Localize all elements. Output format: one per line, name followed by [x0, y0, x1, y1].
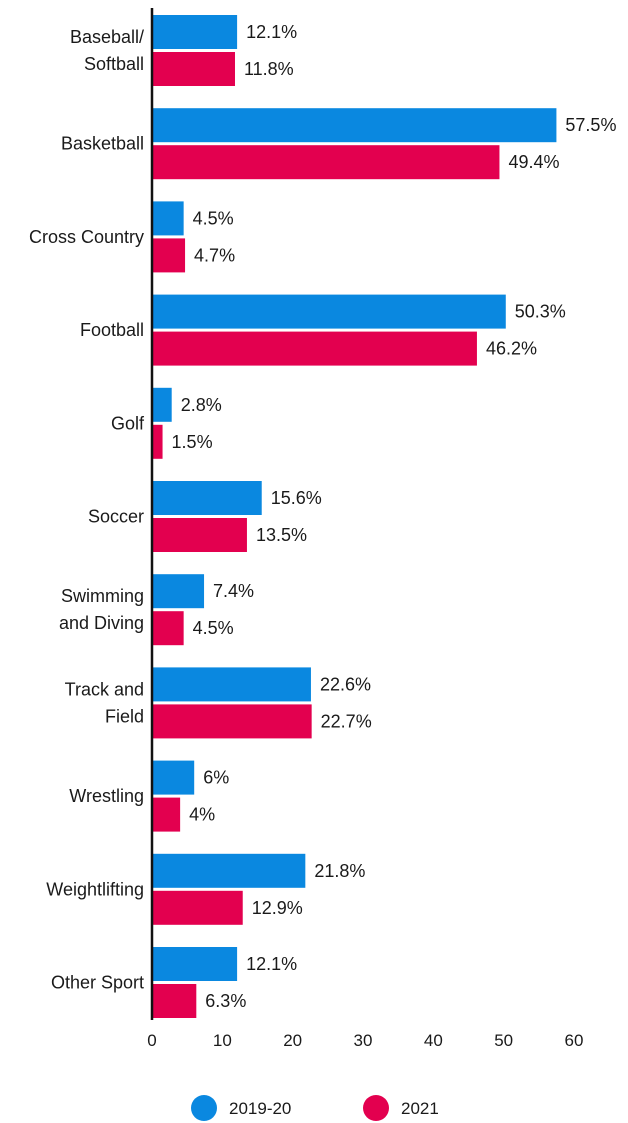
- category-label: Weightlifting: [46, 879, 144, 899]
- x-tick-label: 0: [147, 1031, 156, 1050]
- value-label: 4%: [189, 805, 215, 825]
- legend-swatch: [363, 1095, 389, 1121]
- value-label: 13.5%: [256, 525, 307, 545]
- category-label: Basketball: [61, 134, 144, 154]
- legend: 2019-20 2021: [191, 1095, 439, 1121]
- value-label: 6%: [203, 768, 229, 788]
- category-label: Field: [105, 706, 144, 726]
- value-label: 57.5%: [565, 115, 616, 135]
- bars-group: [152, 15, 557, 1018]
- bar-series2-3: [152, 331, 477, 366]
- x-tick-label: 30: [354, 1031, 373, 1050]
- value-label: 22.6%: [320, 674, 371, 694]
- bar-series1-9: [152, 853, 306, 888]
- bar-series2-7: [152, 704, 312, 739]
- x-tick-label: 60: [565, 1031, 584, 1050]
- bar-series2-5: [152, 518, 247, 552]
- value-label: 11.8%: [244, 59, 294, 79]
- bar-series2-1: [152, 145, 500, 180]
- x-axis-ticks-group: 0 10 20 30 40 50 60: [147, 1031, 583, 1050]
- bar-series1-10: [152, 947, 238, 981]
- value-labels-group: 12.1% 11.8% 57.5% 49.4% 4.5% 4.7% 50.3% 46.2% 2.…: [172, 22, 617, 1011]
- bar-series1-3: [152, 294, 506, 329]
- x-tick-label: 10: [213, 1031, 232, 1050]
- legend-swatch: [191, 1095, 217, 1121]
- value-label: 4.7%: [194, 245, 235, 265]
- value-label: 6.3%: [205, 991, 246, 1011]
- value-label: 4.5%: [193, 208, 234, 228]
- value-label: 15.6%: [271, 488, 322, 508]
- value-label: 21.8%: [314, 861, 365, 881]
- bar-series2-6: [152, 611, 184, 646]
- value-label: 7.4%: [213, 581, 254, 601]
- bar-series1-2: [152, 201, 184, 236]
- value-label: 12.1%: [246, 954, 297, 974]
- category-labels-group: Baseball/Softball Basketball Cross Country…: [29, 27, 145, 993]
- value-label: 1.5%: [172, 432, 213, 452]
- bar-series2-0: [152, 52, 235, 86]
- category-label: Wrestling: [69, 786, 144, 806]
- x-tick-label: 40: [424, 1031, 443, 1050]
- bar-series1-7: [152, 667, 311, 702]
- value-label: 4.5%: [193, 618, 234, 638]
- bar-series2-9: [152, 890, 243, 925]
- value-label: 12.9%: [252, 898, 303, 918]
- bar-series2-10: [152, 984, 197, 1018]
- bar-series2-4: [152, 424, 163, 459]
- bar-series2-2: [152, 238, 186, 273]
- category-label: Other Sport: [51, 973, 144, 993]
- category-label: and Diving: [59, 613, 144, 633]
- value-label: 50.3%: [515, 302, 566, 322]
- legend-label: 2021: [401, 1099, 439, 1118]
- bar-series1-0: [152, 15, 238, 49]
- x-tick-label: 50: [494, 1031, 513, 1050]
- category-label: Football: [80, 320, 144, 340]
- category-label: Baseball/: [70, 27, 144, 47]
- value-label: 49.4%: [508, 152, 559, 172]
- bar-series2-8: [152, 797, 181, 832]
- x-tick-label: 20: [283, 1031, 302, 1050]
- category-label: Softball: [84, 54, 144, 74]
- bar-series1-8: [152, 760, 195, 795]
- bar-series1-5: [152, 481, 262, 515]
- value-label: 22.7%: [321, 711, 372, 731]
- value-label: 12.1%: [246, 22, 297, 42]
- value-label: 2.8%: [181, 395, 222, 415]
- value-label: 46.2%: [486, 339, 537, 359]
- legend-label: 2019-20: [229, 1099, 291, 1118]
- category-label: Track and: [65, 679, 144, 699]
- category-label: Swimming: [61, 586, 144, 606]
- category-label: Golf: [111, 413, 145, 433]
- bar-series1-1: [152, 108, 557, 143]
- bar-series1-6: [152, 574, 205, 609]
- category-label: Soccer: [88, 507, 144, 527]
- bar-series1-4: [152, 387, 172, 422]
- category-label: Cross Country: [29, 227, 144, 247]
